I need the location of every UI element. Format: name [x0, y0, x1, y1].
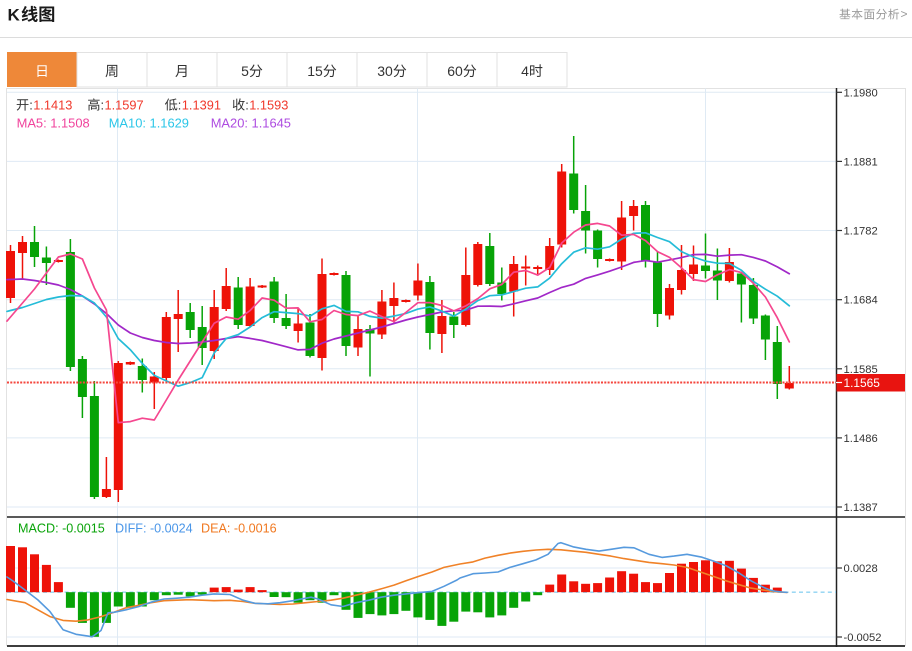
svg-text:1.1413: 1.1413	[33, 98, 72, 113]
svg-text:>: >	[901, 7, 908, 21]
svg-text:1.1565: 1.1565	[844, 376, 881, 390]
svg-text:1.1387: 1.1387	[844, 502, 878, 514]
svg-text::: :	[101, 98, 105, 113]
svg-text:1.1391: 1.1391	[182, 98, 221, 113]
svg-text:MA20: 1.1645: MA20: 1.1645	[211, 116, 291, 131]
svg-text:-0.0052: -0.0052	[844, 632, 882, 644]
svg-text:1.1684: 1.1684	[844, 295, 878, 307]
svg-text::: :	[245, 98, 249, 113]
svg-text:DEA: -0.0016: DEA: -0.0016	[201, 522, 277, 536]
svg-text:MA5: 1.1508: MA5: 1.1508	[17, 116, 90, 131]
svg-text:MA10: 1.1629: MA10: 1.1629	[109, 116, 189, 131]
svg-text:1.1597: 1.1597	[105, 98, 144, 113]
svg-text:15: 15	[307, 63, 323, 79]
svg-text:1.1486: 1.1486	[844, 433, 878, 445]
svg-text:1.1782: 1.1782	[844, 226, 878, 238]
svg-text:30: 30	[377, 63, 393, 79]
svg-text:60: 60	[447, 63, 463, 79]
svg-text:1.1980: 1.1980	[844, 87, 878, 99]
svg-text::: :	[29, 98, 33, 113]
svg-text::: :	[178, 98, 182, 113]
svg-text:K: K	[8, 6, 21, 25]
svg-text:1.1585: 1.1585	[844, 364, 878, 376]
svg-text:DIFF: -0.0024: DIFF: -0.0024	[115, 522, 193, 536]
svg-text:4: 4	[521, 63, 529, 79]
svg-text:1.1881: 1.1881	[844, 156, 878, 168]
svg-text:5: 5	[241, 63, 249, 79]
svg-text:1.1593: 1.1593	[249, 98, 288, 113]
svg-text:0.0028: 0.0028	[844, 563, 878, 575]
svg-text:MACD: -0.0015: MACD: -0.0015	[18, 522, 105, 536]
